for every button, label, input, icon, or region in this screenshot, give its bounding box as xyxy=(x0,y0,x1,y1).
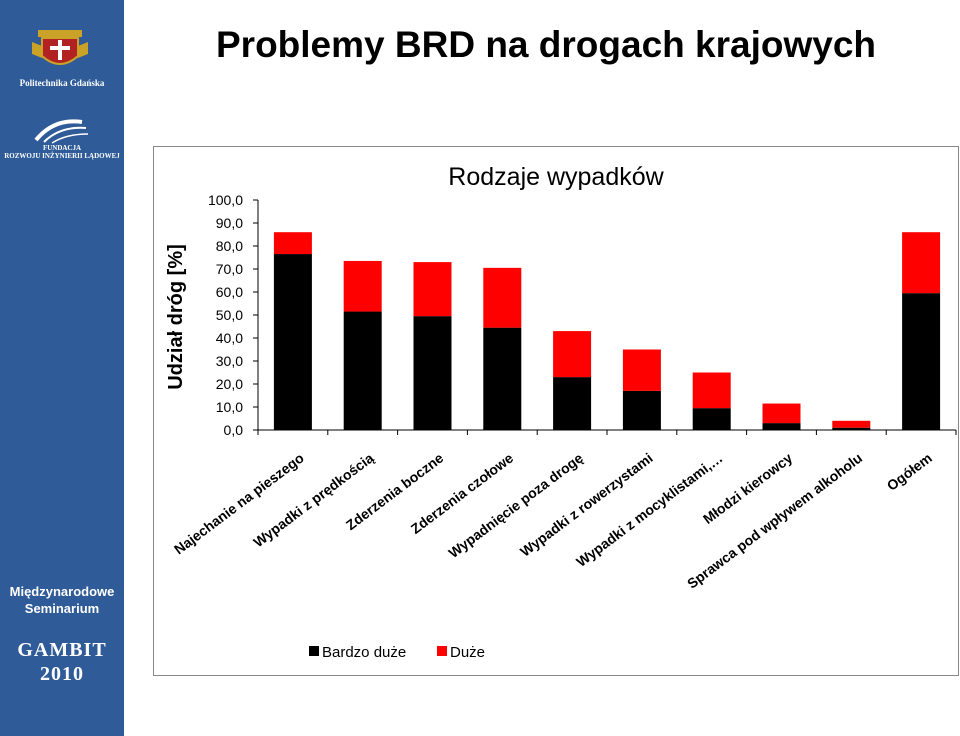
bar-segment xyxy=(483,267,522,328)
bar-segment xyxy=(832,420,871,428)
y-tick-label: 70,0 xyxy=(216,261,243,277)
y-tick-label: 30,0 xyxy=(216,353,243,369)
bar-segment xyxy=(692,372,731,409)
event-label: GAMBIT 2010 xyxy=(0,638,124,686)
foundation-line2: ROZWOJU INŻYNIERII LĄDOWEJ xyxy=(4,152,120,160)
bar-segment xyxy=(553,377,592,430)
university-name: Politechnika Gdańska xyxy=(19,78,105,88)
bar-segment xyxy=(343,311,382,430)
x-tick-label: Najechanie na pieszego xyxy=(171,450,307,558)
x-tick-label: Ogółem xyxy=(884,450,935,494)
x-tick-label: Wypadki z mocyklistami,… xyxy=(573,450,725,570)
seminar-label: Międzynarodowe Seminarium xyxy=(0,583,124,617)
y-tick-label: 50,0 xyxy=(216,307,243,323)
bar-segment xyxy=(483,327,522,430)
bar-segment xyxy=(413,262,452,317)
x-tick-label: Wypadki z rowerzystami xyxy=(517,450,656,560)
y-tick-label: 100,0 xyxy=(208,192,243,208)
y-tick-label: 40,0 xyxy=(216,330,243,346)
bar-segment xyxy=(902,232,941,294)
bar-segment xyxy=(343,260,382,312)
foundation-line1: FUNDACJA xyxy=(42,144,82,152)
y-axis-label: Udział dróg [%] xyxy=(165,244,187,390)
bar-segment xyxy=(902,293,941,430)
sidebar: Politechnika Gdańska FUNDACJA ROZWOJU IN… xyxy=(0,0,124,736)
y-tick-label: 80,0 xyxy=(216,238,243,254)
bar-segment xyxy=(692,408,731,430)
y-tick-label: 20,0 xyxy=(216,376,243,392)
bar-segment xyxy=(553,331,592,378)
legend-label: Duże xyxy=(450,644,485,661)
y-tick-label: 10,0 xyxy=(216,399,243,415)
bar-segment xyxy=(622,349,661,391)
foundation-logo-icon xyxy=(34,119,89,144)
bar-segment xyxy=(762,423,801,430)
x-tick-label: Wypadki z prędkością xyxy=(250,449,376,550)
page-title: Problemy BRD na drogach krajowych xyxy=(216,24,877,65)
legend-swatch xyxy=(437,646,447,656)
event-year: 2010 xyxy=(40,663,84,685)
university-crest-icon xyxy=(32,30,88,65)
y-tick-label: 60,0 xyxy=(216,284,243,300)
bar-segment xyxy=(762,403,801,424)
bar-segment xyxy=(832,427,871,430)
stacked-bar-chart: Rodzaje wypadków Udział dróg [%] 0,0 10,0 20… xyxy=(165,163,957,661)
bar-segment xyxy=(622,390,661,430)
bar-segment xyxy=(273,254,312,430)
y-tick-label: 0,0 xyxy=(224,422,244,438)
event-name: GAMBIT xyxy=(17,639,107,661)
x-tick-label: Wypadnięcie poza drogę xyxy=(445,449,586,561)
bar-segment xyxy=(273,232,312,255)
seminar-line1: Międzynarodowe xyxy=(9,584,115,599)
foundation-name: FUNDACJA ROZWOJU INŻYNIERII LĄDOWEJ xyxy=(4,144,120,160)
y-tick-label: 90,0 xyxy=(216,215,243,231)
legend-swatch xyxy=(309,646,319,656)
chart-container: Rodzaje wypadków Udział dróg [%] 0,0 10,0 20… xyxy=(153,146,959,676)
legend-label: Bardzo duże xyxy=(322,644,406,661)
chart-title: Rodzaje wypadków xyxy=(448,163,664,191)
seminar-line2: Seminarium xyxy=(24,601,100,616)
bar-segment xyxy=(413,316,452,430)
